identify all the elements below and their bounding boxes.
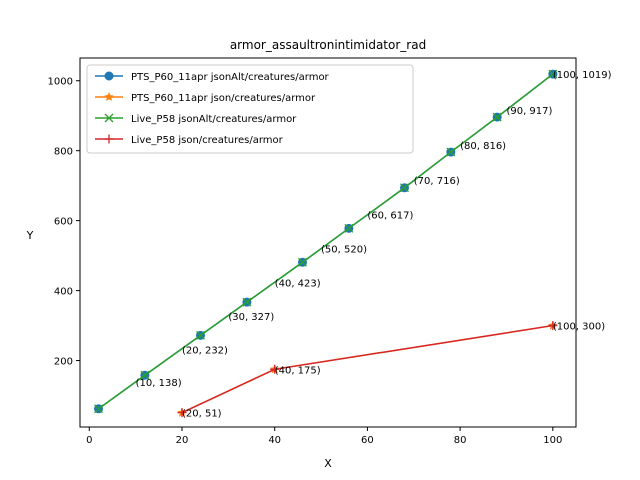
y-axis: 200 400 600 800 1000: [48, 77, 80, 368]
legend-marker: [104, 91, 114, 102]
data-label: (40, 175): [275, 365, 321, 376]
y-tick-label: 800: [54, 147, 73, 158]
data-point: [242, 297, 252, 307]
data-point: [344, 223, 354, 233]
data-point: [177, 408, 187, 418]
legend-marker: [104, 113, 114, 123]
x-tick-label: 100: [543, 435, 562, 446]
legend-item: PTS_P60_11apr json/creatures/armor: [95, 91, 316, 104]
x-tick-label: 60: [361, 435, 374, 446]
series-3: [94, 69, 558, 414]
y-tick-label: 400: [54, 287, 73, 298]
data-point: [140, 370, 150, 380]
data-point: [196, 330, 205, 340]
data-label: (30, 327): [228, 312, 274, 323]
plot-frame: [79, 57, 577, 428]
legend-label: Live_P58 json/creatures/armor: [131, 135, 284, 146]
legend-marker: [104, 134, 114, 144]
data-label: (70, 716): [414, 176, 460, 187]
data-label: (20, 51): [182, 409, 222, 420]
series-4: [177, 321, 558, 418]
y-tick-label: 200: [54, 357, 73, 368]
legend-item: PTS_P60_11apr jsonAlt/creatures/armor: [95, 71, 330, 83]
plot-area: [94, 69, 558, 418]
data-point: [548, 321, 558, 331]
y-tick-label: 600: [54, 217, 73, 228]
data-label: (80, 816): [460, 141, 506, 152]
data-label: (10, 138): [136, 378, 182, 389]
legend: PTS_P60_11apr jsonAlt/creatures/armor PTS…: [86, 64, 414, 154]
series-line: [98, 73, 554, 410]
y-tick-label: 1000: [48, 77, 73, 88]
legend-label: PTS_P60_11apr jsonAlt/creatures/armor: [131, 72, 330, 83]
x-tick-label: 0: [86, 435, 92, 446]
legend-label: PTS_P60_11apr json/creatures/armor: [131, 93, 316, 104]
data-point: [298, 257, 307, 267]
data-point: [548, 69, 558, 79]
data-point: [94, 404, 104, 414]
x-axis: 0 20 40 60 80 100: [86, 427, 562, 446]
chart-title: armor_assaultronintimidator_rad: [230, 38, 426, 52]
data-point: [400, 183, 409, 193]
data-label: (100, 300): [553, 322, 605, 333]
data-label: (90, 917): [506, 106, 552, 117]
y-axis-label: Y: [26, 229, 34, 242]
data-label: (100, 1019): [553, 70, 612, 81]
x-axis-label: X: [324, 457, 332, 470]
x-tick-label: 40: [268, 435, 281, 446]
data-label: (50, 520): [321, 245, 367, 256]
legend-item: Live_P58 jsonAlt/creatures/armor: [95, 113, 297, 125]
data-point: [492, 112, 502, 122]
data-label-group: (10, 138) (20, 232) (30, 327) (40, 423) (50,…: [136, 70, 612, 420]
legend-item: Live_P58 json/creatures/armor: [95, 134, 284, 146]
data-point: [446, 147, 456, 157]
legend-marker: [104, 71, 114, 81]
data-label: (40, 423): [275, 279, 321, 290]
legend-label: Live_P58 jsonAlt/creatures/armor: [131, 114, 297, 125]
legend-frame: [86, 64, 414, 154]
x-tick-label: 20: [176, 435, 189, 446]
data-point: [270, 364, 280, 374]
data-label: (60, 617): [367, 211, 413, 222]
x-tick-label: 80: [454, 435, 467, 446]
data-label: (20, 232): [182, 345, 228, 356]
